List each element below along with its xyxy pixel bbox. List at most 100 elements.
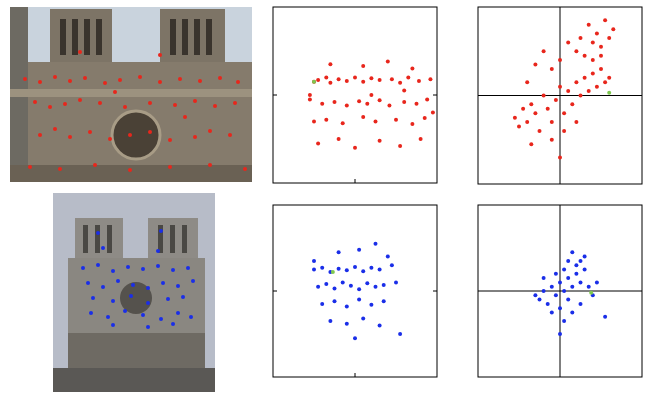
point (562, 111, 566, 115)
panel (478, 7, 642, 184)
point (378, 78, 382, 82)
point (198, 79, 202, 83)
grid-line (478, 291, 642, 292)
point (126, 265, 130, 269)
tick-mark (273, 291, 277, 292)
point (374, 242, 378, 246)
point (191, 279, 195, 283)
point (96, 263, 100, 267)
tick-mark (433, 95, 437, 96)
tick-mark (273, 95, 277, 96)
point (554, 98, 558, 102)
gallery (10, 89, 252, 97)
point (181, 295, 185, 299)
point (589, 291, 593, 295)
point (96, 231, 100, 235)
point (148, 101, 152, 105)
point (406, 75, 410, 79)
markers (533, 250, 607, 336)
point (533, 63, 537, 67)
point (611, 27, 615, 31)
point (361, 64, 365, 68)
point (123, 309, 127, 313)
point (574, 80, 578, 84)
point (146, 301, 150, 305)
point (591, 58, 595, 62)
point (361, 115, 365, 119)
point (579, 94, 583, 98)
point (562, 268, 566, 272)
point (574, 120, 578, 124)
point (579, 259, 583, 263)
point (365, 281, 369, 285)
window (194, 19, 200, 55)
point (357, 287, 361, 291)
point (566, 259, 570, 263)
point (574, 49, 578, 53)
point (529, 142, 533, 146)
plot-frame (273, 7, 437, 183)
point (128, 168, 132, 172)
point (587, 285, 591, 289)
point (101, 285, 105, 289)
point (603, 18, 607, 22)
tick-mark (355, 373, 356, 377)
point (566, 276, 570, 280)
point (312, 259, 316, 263)
point (583, 255, 587, 259)
plot-frame (478, 7, 642, 184)
point (595, 32, 599, 36)
point (63, 102, 67, 106)
point (341, 280, 345, 284)
point (106, 315, 110, 319)
rose-window (120, 282, 152, 314)
markers (312, 242, 402, 341)
point (599, 45, 603, 49)
point (171, 268, 175, 272)
point (599, 67, 603, 71)
point (91, 296, 95, 300)
point (146, 325, 150, 329)
point (579, 280, 583, 284)
point (591, 71, 595, 75)
point (365, 102, 369, 106)
window (83, 225, 88, 253)
point (378, 139, 382, 143)
point (357, 99, 361, 103)
panel (273, 7, 437, 183)
point (394, 280, 398, 284)
point (525, 80, 529, 84)
point (542, 289, 546, 293)
point (550, 67, 554, 71)
tick-mark (433, 291, 437, 292)
point (345, 322, 349, 326)
point (583, 268, 587, 272)
point (86, 281, 90, 285)
point (353, 336, 357, 340)
point (337, 250, 341, 254)
point (428, 77, 432, 81)
portals (68, 333, 205, 368)
point (159, 229, 163, 233)
point (587, 89, 591, 93)
point (349, 284, 353, 288)
point (570, 285, 574, 289)
point (98, 101, 102, 105)
point (550, 311, 554, 315)
point (423, 116, 427, 120)
point (78, 98, 82, 102)
point (562, 289, 566, 293)
point (402, 100, 406, 104)
kings-gallery (10, 165, 252, 182)
plot-bg (478, 7, 642, 184)
point (78, 50, 82, 54)
plot-frame (273, 205, 437, 377)
point (558, 58, 562, 62)
point (208, 163, 212, 167)
point (583, 76, 587, 80)
point (546, 302, 550, 306)
point (53, 127, 57, 131)
point (599, 54, 603, 58)
point (550, 120, 554, 124)
rose-window (112, 111, 160, 159)
